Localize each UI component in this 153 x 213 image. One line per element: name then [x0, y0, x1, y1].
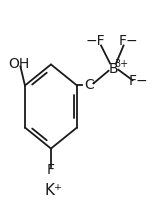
Text: −F: −F [85, 34, 105, 48]
Text: C: C [84, 78, 94, 92]
Text: K⁺: K⁺ [45, 183, 63, 198]
Text: F−: F− [118, 34, 138, 48]
Text: B: B [108, 62, 118, 76]
Text: OH: OH [8, 58, 30, 71]
Text: 3+: 3+ [114, 59, 128, 69]
Text: F: F [47, 163, 55, 177]
Text: ·: · [90, 75, 96, 94]
Text: F−: F− [129, 74, 148, 88]
